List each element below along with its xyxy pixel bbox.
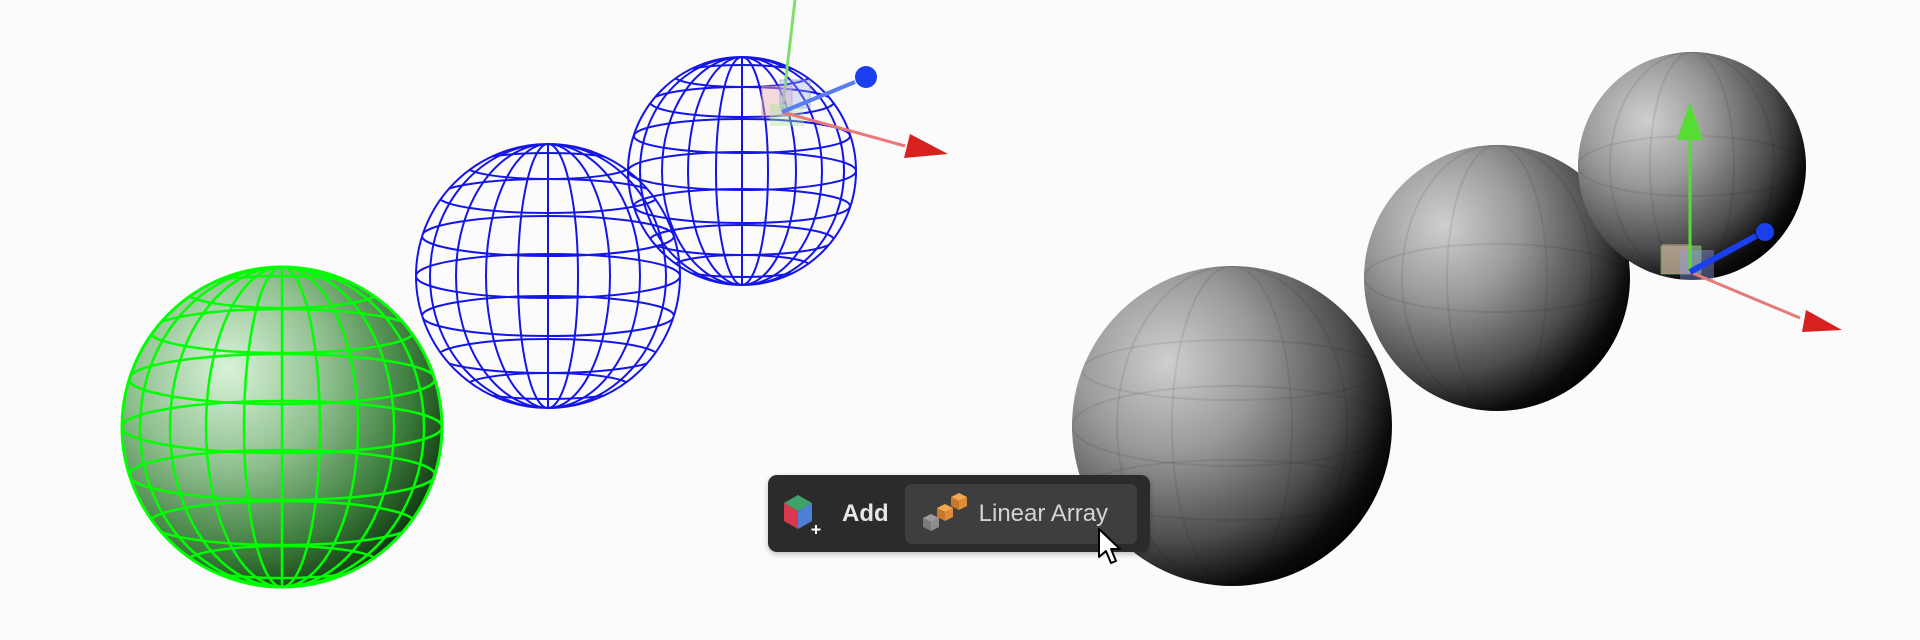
wireframe-sphere-small[interactable] (627, 56, 857, 286)
linear-array-button[interactable]: Linear Array (904, 483, 1137, 544)
linear-array-button-label: Linear Array (978, 499, 1109, 527)
gray-sphere-small[interactable] (1578, 52, 1806, 280)
transform-gizmo-right[interactable] (1660, 102, 1842, 332)
gray-sphere-medium[interactable] (1364, 145, 1630, 411)
add-button[interactable]: Add (780, 484, 901, 544)
quick-toolbar: Add Linear Array (768, 475, 1150, 552)
selected-sphere[interactable] (120, 265, 444, 589)
add-button-label: Add (842, 499, 889, 527)
transform-gizmo-left[interactable] (761, 0, 948, 158)
mouse-pointer-icon (1098, 528, 1121, 564)
linear-array-icon (922, 492, 967, 531)
add-object-icon (784, 494, 821, 534)
